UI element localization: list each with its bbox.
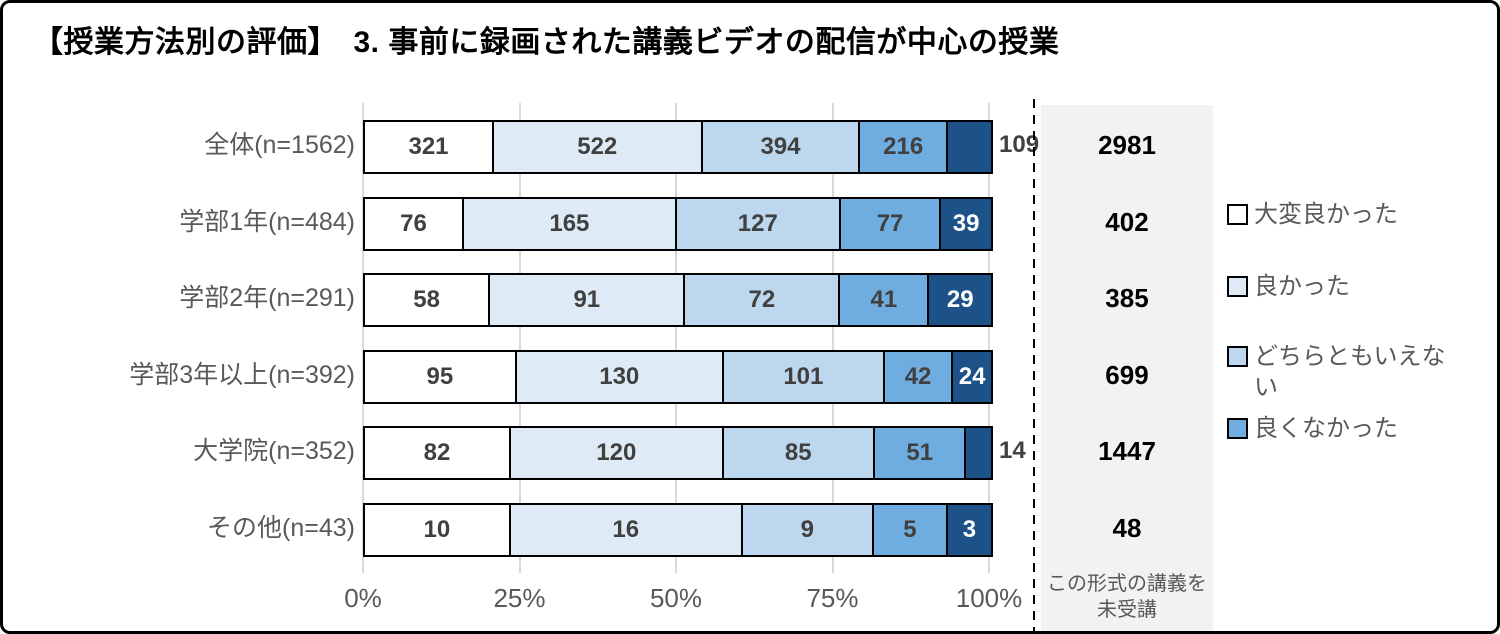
- not-attended-value: 2981: [1098, 130, 1156, 160]
- category-label: 全体(n=1562): [204, 131, 355, 159]
- legend-swatch-icon: [1227, 346, 1248, 367]
- legend-item: 良かった: [1227, 271, 1458, 302]
- gridline: [988, 103, 990, 573]
- bar-segment-良かった: 522: [492, 122, 701, 172]
- gridline: [362, 103, 364, 573]
- x-axis-tick: 0%: [344, 583, 382, 613]
- stacked-bar: 321 522 394 216: [363, 120, 993, 174]
- gridline: [675, 103, 677, 573]
- legend-swatch-icon: [1227, 418, 1248, 439]
- bar-segment-大変良かった: 321: [365, 122, 492, 172]
- bar-segment-series5: 24: [951, 352, 992, 402]
- category-label: 学部2年(n=291): [179, 284, 355, 312]
- bar-segment-良くなかった: 51: [872, 428, 965, 478]
- gridline: [831, 103, 834, 573]
- bar-segment-大変良かった: 82: [365, 428, 509, 478]
- bar-segment-大変良かった: 10: [365, 505, 509, 555]
- bar-segment-良くなかった: 42: [882, 352, 952, 402]
- bar-segment-series5: [945, 122, 991, 172]
- legend-label: 良くなかった: [1254, 415, 1398, 442]
- chart-title: 【授業方法別の評価】 3. 事前に録画された講義ビデオの配信が中心の授業: [33, 26, 1060, 59]
- legend-label: 良かった: [1254, 273, 1350, 300]
- legend-item: どちらともいえない: [1227, 341, 1458, 403]
- bar-segment-どちらともいえない: 394: [700, 122, 859, 172]
- legend-item: 良くなかった: [1227, 413, 1458, 444]
- bar-segment-良くなかった: 5: [872, 505, 946, 555]
- bar-segment-良かった: 130: [514, 352, 722, 402]
- bar-segment-series5: [964, 428, 992, 478]
- bar-value-outside: 14: [999, 437, 1026, 464]
- not-attended-value: 1447: [1098, 436, 1156, 466]
- legend-swatch-icon: [1227, 276, 1248, 297]
- bar-segment-良くなかった: 216: [858, 122, 946, 172]
- legend-label: 大変良かった: [1254, 201, 1398, 228]
- bar-segment-どちらともいえない: 85: [721, 428, 873, 478]
- bar-value-outside: 109: [999, 131, 1040, 158]
- not-attended-header: この形式の講義を未受講: [1047, 573, 1207, 621]
- not-attended-value: 402: [1105, 207, 1149, 237]
- legend-swatch-icon: [1227, 204, 1248, 225]
- not-attended-value: 385: [1105, 283, 1149, 313]
- x-axis-tick: 100%: [955, 583, 1023, 613]
- category-label: 大学院(n=352): [193, 437, 355, 465]
- not-attended-value: 48: [1112, 513, 1142, 543]
- category-label: 学部3年以上(n=392): [129, 361, 355, 389]
- bar-segment-大変良かった: 76: [365, 199, 463, 249]
- bar-segment-どちらともいえない: 9: [740, 505, 873, 555]
- bar-segment-良かった: 16: [508, 505, 741, 555]
- not-attended-value: 699: [1105, 360, 1149, 390]
- x-axis-tick: 75%: [806, 583, 859, 613]
- bar-segment-大変良かった: 58: [365, 275, 489, 325]
- bar-segment-どちらともいえない: 72: [683, 275, 839, 325]
- bar-segment-良かった: 91: [488, 275, 684, 325]
- stacked-bar: 58 91 72 41 29: [363, 273, 993, 327]
- stacked-bar: 10 16 9 5 3: [363, 503, 993, 557]
- x-axis-tick: 50%: [649, 583, 703, 613]
- category-label: その他(n=43): [207, 514, 355, 542]
- bar-segment-series5: 39: [939, 199, 991, 249]
- stacked-bar: 95 130 101 42 24: [363, 350, 993, 404]
- stacked-bar: 76 165 127 77 39: [363, 197, 993, 251]
- bar-segment-大変良かった: 95: [365, 352, 515, 402]
- dashed-divider: [1033, 99, 1035, 631]
- bar-segment-良くなかった: 77: [838, 199, 940, 249]
- bar-segment-どちらともいえない: 101: [721, 352, 883, 402]
- gridline: [518, 103, 521, 573]
- bar-segment-どちらともいえない: 127: [674, 199, 839, 249]
- bar-segment-良かった: 165: [462, 199, 675, 249]
- bar-segment-series5: 29: [927, 275, 991, 325]
- not-attended-column: [1041, 105, 1213, 631]
- x-axis-tick: 25%: [493, 583, 546, 613]
- bar-segment-良かった: 120: [508, 428, 722, 478]
- stacked-bar: 82 120 85 51: [363, 426, 993, 480]
- category-label: 学部1年(n=484): [179, 208, 355, 236]
- bar-segment-良くなかった: 41: [838, 275, 928, 325]
- legend-label: どちらともいえない: [1254, 343, 1446, 401]
- legend-item: 大変良かった: [1227, 199, 1458, 230]
- bar-segment-series5: 3: [945, 505, 991, 555]
